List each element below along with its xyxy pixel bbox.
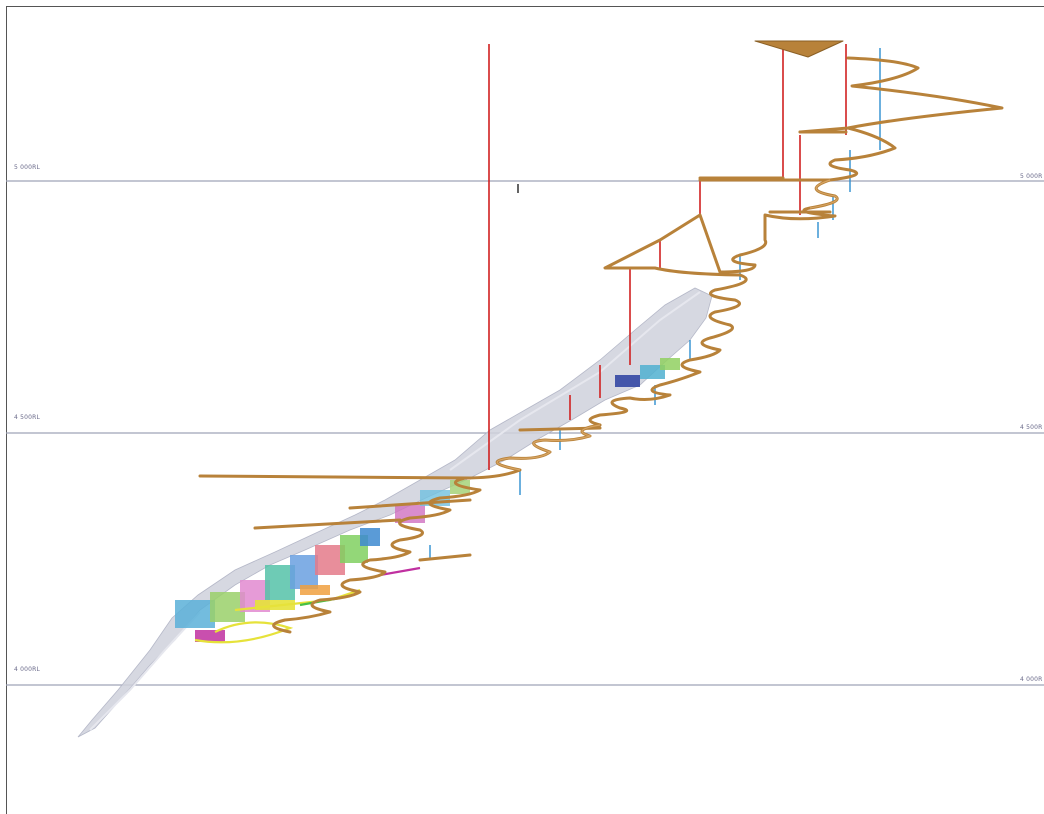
drive-horizontal — [518, 426, 602, 432]
level-label-4500-right: 4 500R — [1020, 424, 1043, 431]
frame-top-border — [6, 6, 1044, 7]
stope-block — [360, 528, 380, 546]
frame-left-border — [6, 6, 7, 814]
level-label-5000-left: 5 000RL — [14, 164, 41, 171]
level-label-5000-right: 5 000R — [1020, 173, 1043, 180]
stope-block — [615, 375, 640, 387]
decline-highlight-path — [496, 424, 601, 471]
decline-spiral-lower — [272, 423, 602, 634]
red-drillholes — [488, 44, 847, 470]
portal-triangle — [754, 40, 844, 58]
level-drive-yellow — [194, 621, 294, 644]
level-label-4500-left: 4 500RL — [14, 414, 41, 421]
decline-highlight-path — [809, 179, 838, 209]
decline-highlight — [496, 179, 838, 471]
level-label-4000-right: 4 000R — [1020, 676, 1043, 683]
drive-horizontal — [253, 518, 402, 530]
stope-block — [210, 592, 245, 622]
decline-spiral-top — [698, 56, 1004, 182]
stope-block — [195, 630, 225, 642]
blue-drillholes — [429, 48, 881, 560]
level-drive-magenta — [379, 566, 421, 577]
stope-block — [175, 600, 215, 628]
stope-block — [640, 365, 665, 379]
stope-block — [290, 555, 318, 589]
drive-horizontal — [198, 474, 472, 480]
stope-block — [300, 585, 330, 595]
decline-spiral-mid — [588, 178, 839, 427]
drive-horizontal — [418, 553, 472, 562]
drive-horizontal — [348, 498, 472, 510]
level-label-4000-left: 4 000RL — [14, 666, 41, 673]
stope-block — [660, 358, 680, 370]
